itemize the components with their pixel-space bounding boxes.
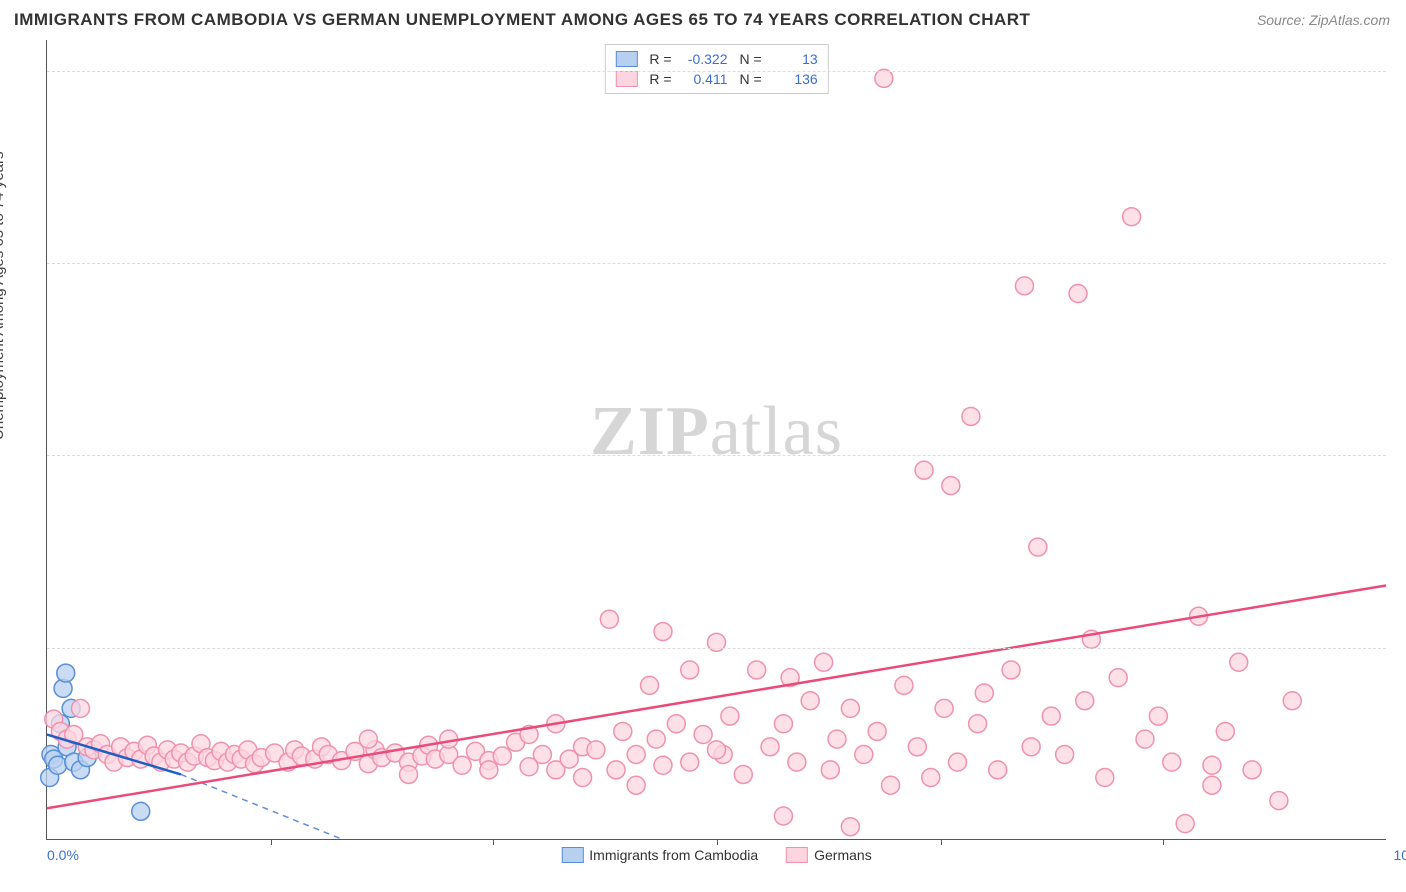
correlation-legend: R = -0.322 N = 13 R = 0.411 N = 136: [604, 44, 828, 94]
x-axis-min-label: 0.0%: [47, 847, 79, 863]
legend-row-cambodia: R = -0.322 N = 13: [615, 49, 817, 69]
swatch-cambodia: [615, 51, 637, 67]
x-tick: [717, 839, 718, 845]
gridline: [47, 263, 1386, 264]
gridline: [47, 648, 1386, 649]
n-value-cambodia: 13: [770, 51, 818, 67]
swatch-germans: [615, 71, 637, 87]
gridline: [47, 455, 1386, 456]
r-value-cambodia: -0.322: [680, 51, 728, 67]
legend-label-cambodia: Immigrants from Cambodia: [589, 847, 758, 863]
y-tick-label: 37.5%: [1391, 255, 1406, 271]
x-tick: [941, 839, 942, 845]
chart-plot-area: ZIPatlas R = -0.322 N = 13 R = 0.411 N =…: [46, 40, 1386, 840]
x-axis-max-label: 100.0%: [1394, 847, 1406, 863]
source-attribution: Source: ZipAtlas.com: [1257, 12, 1390, 28]
x-tick: [493, 839, 494, 845]
scatter-svg: [47, 40, 1386, 839]
r-value-germans: 0.411: [680, 71, 728, 87]
legend-label-germans: Germans: [814, 847, 872, 863]
series-legend: Immigrants from Cambodia Germans: [561, 847, 871, 863]
x-tick: [271, 839, 272, 845]
x-tick: [1163, 839, 1164, 845]
y-axis-label: Unemployment Among Ages 65 to 74 years: [0, 151, 7, 440]
y-tick-label: 25.0%: [1391, 447, 1406, 463]
swatch-germans-bottom: [786, 847, 808, 863]
y-tick-label: 12.5%: [1391, 640, 1406, 656]
gridline: [47, 71, 1386, 72]
legend-item-cambodia: Immigrants from Cambodia: [561, 847, 758, 863]
legend-row-germans: R = 0.411 N = 136: [615, 69, 817, 89]
y-tick-label: 50.0%: [1391, 63, 1406, 79]
chart-title: IMMIGRANTS FROM CAMBODIA VS GERMAN UNEMP…: [14, 10, 1030, 30]
legend-item-germans: Germans: [786, 847, 872, 863]
swatch-cambodia-bottom: [561, 847, 583, 863]
n-value-germans: 136: [770, 71, 818, 87]
